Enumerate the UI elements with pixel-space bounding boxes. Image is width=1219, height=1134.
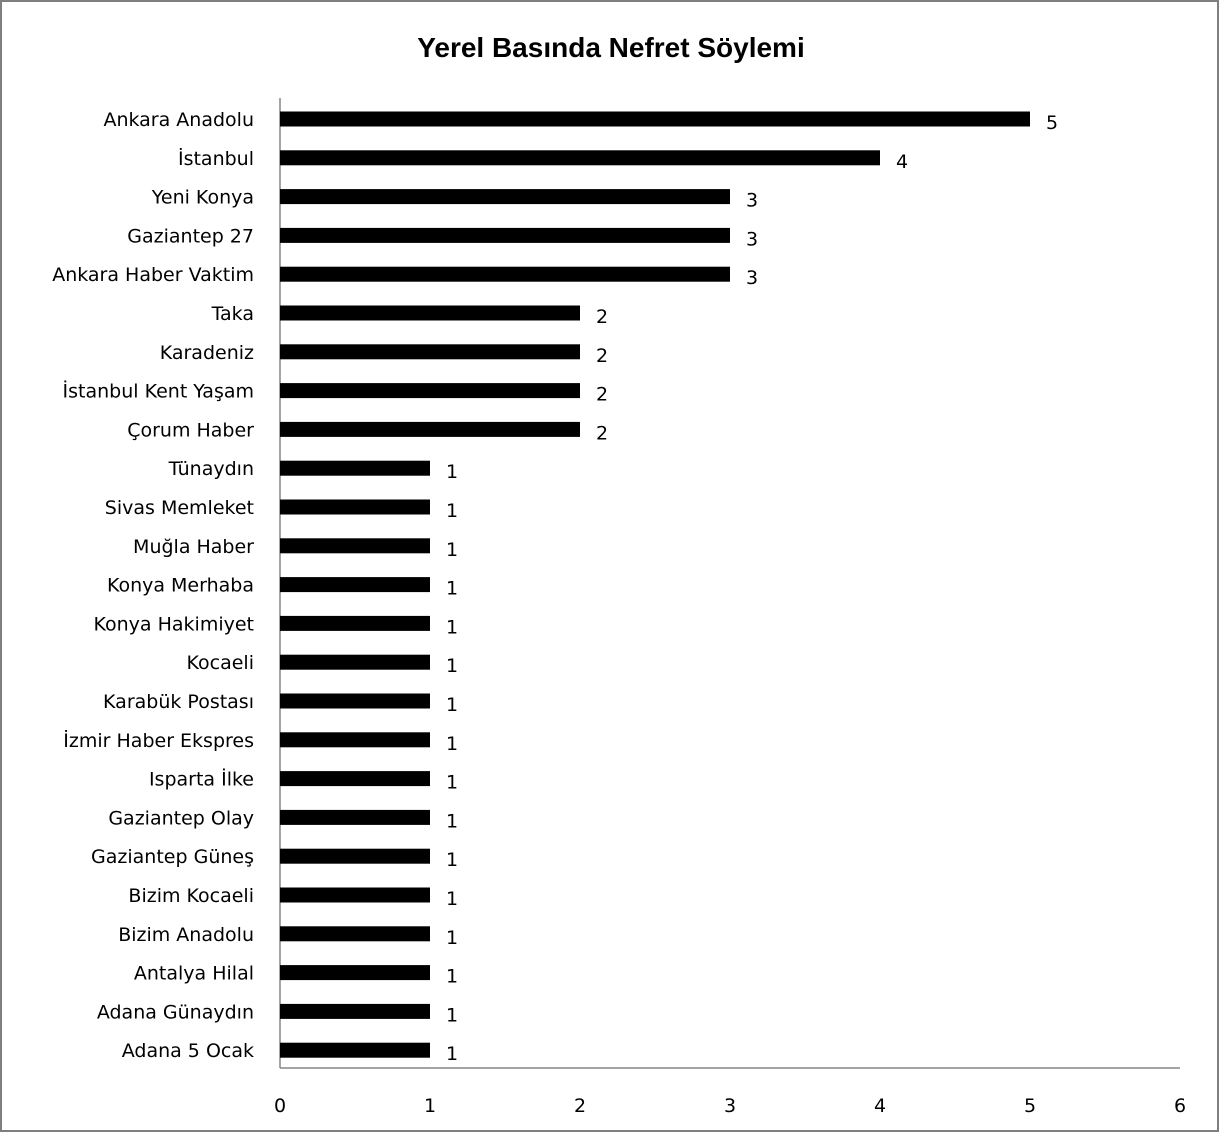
data-label: 4 (896, 151, 908, 173)
category-label: Bizim Kocaeli (128, 885, 254, 907)
category-label: Çorum Haber (127, 419, 254, 441)
bar (280, 111, 1030, 127)
data-label: 2 (596, 306, 608, 328)
data-label: 3 (746, 228, 758, 250)
data-label: 1 (446, 461, 458, 483)
data-label: 1 (446, 966, 458, 988)
category-label: İstanbul Kent Yaşam (63, 380, 254, 403)
data-label: 1 (446, 539, 458, 561)
category-label: Kocaeli (187, 652, 254, 674)
category-label: Gaziantep Güneş (91, 846, 254, 868)
data-label: 1 (446, 694, 458, 716)
data-label: 1 (446, 810, 458, 832)
bar (280, 965, 430, 981)
x-tick-label: 4 (874, 1095, 886, 1117)
bar (280, 421, 580, 437)
bar (280, 305, 580, 321)
bar (280, 693, 430, 709)
category-label: Adana 5 Ocak (122, 1040, 254, 1062)
data-label: 2 (596, 384, 608, 406)
category-label: Konya Merhaba (107, 575, 254, 597)
category-label: Tünaydın (168, 458, 254, 480)
data-label: 1 (446, 849, 458, 871)
data-label: 1 (446, 500, 458, 522)
bar (280, 809, 430, 825)
x-tick-label: 0 (274, 1095, 286, 1117)
bar (280, 266, 730, 282)
x-tick-label: 2 (574, 1095, 586, 1117)
x-tick-label: 3 (724, 1095, 736, 1117)
data-label: 3 (746, 190, 758, 212)
data-label: 1 (446, 772, 458, 794)
data-label: 1 (446, 888, 458, 910)
x-tick-label: 5 (1024, 1095, 1036, 1117)
x-tick-label: 1 (424, 1095, 436, 1117)
bar (280, 460, 430, 476)
data-label: 2 (596, 345, 608, 367)
category-label: Taka (211, 303, 254, 325)
bar (280, 189, 730, 205)
data-label: 1 (446, 1043, 458, 1065)
bar (280, 887, 430, 903)
data-label: 1 (446, 733, 458, 755)
category-label: Antalya Hilal (134, 963, 254, 985)
bar (280, 499, 430, 515)
data-label: 2 (596, 422, 608, 444)
data-label: 1 (446, 655, 458, 677)
category-label: Isparta İlke (149, 768, 254, 791)
bar (280, 771, 430, 787)
bar (280, 344, 580, 360)
bar (280, 1003, 430, 1019)
category-label: Gaziantep 27 (127, 225, 254, 247)
bar (280, 383, 580, 399)
category-label: İstanbul (178, 147, 254, 170)
bar (280, 615, 430, 631)
bar (280, 1042, 430, 1058)
bar (280, 538, 430, 554)
bar (280, 926, 430, 942)
data-label: 1 (446, 616, 458, 638)
bar (280, 150, 880, 166)
category-label: Adana Günaydın (97, 1001, 254, 1023)
labels: 0 1 2 3 4 5 6 Ankara Anadolu 5 İstanbul 4 Yeni Kony… (52, 109, 1186, 1117)
category-label: Ankara Haber Vaktim (52, 264, 254, 286)
bar (280, 227, 730, 243)
category-label: İzmir Haber Ekspres (63, 729, 254, 752)
category-label: Muğla Haber (133, 536, 254, 558)
category-label: Konya Hakimiyet (94, 613, 255, 635)
data-label: 5 (1046, 112, 1058, 134)
data-label: 1 (446, 927, 458, 949)
category-label: Karadeniz (160, 342, 254, 364)
bar (280, 577, 430, 593)
data-label: 1 (446, 578, 458, 600)
bar (280, 848, 430, 864)
chart-title: Yerel Basında Nefret Söylemi (417, 32, 805, 63)
category-label: Ankara Anadolu (103, 109, 254, 131)
x-tick-label: 6 (1174, 1095, 1186, 1117)
bars (280, 111, 1030, 1058)
category-label: Karabük Postası (103, 691, 254, 713)
bar (280, 654, 430, 670)
bar (280, 732, 430, 748)
data-label: 3 (746, 267, 758, 289)
data-label: 1 (446, 1004, 458, 1026)
category-label: Gaziantep Olay (108, 807, 254, 829)
category-label: Sivas Memleket (105, 497, 254, 519)
category-label: Yeni Konya (151, 187, 254, 209)
category-label: Bizim Anadolu (118, 924, 254, 946)
